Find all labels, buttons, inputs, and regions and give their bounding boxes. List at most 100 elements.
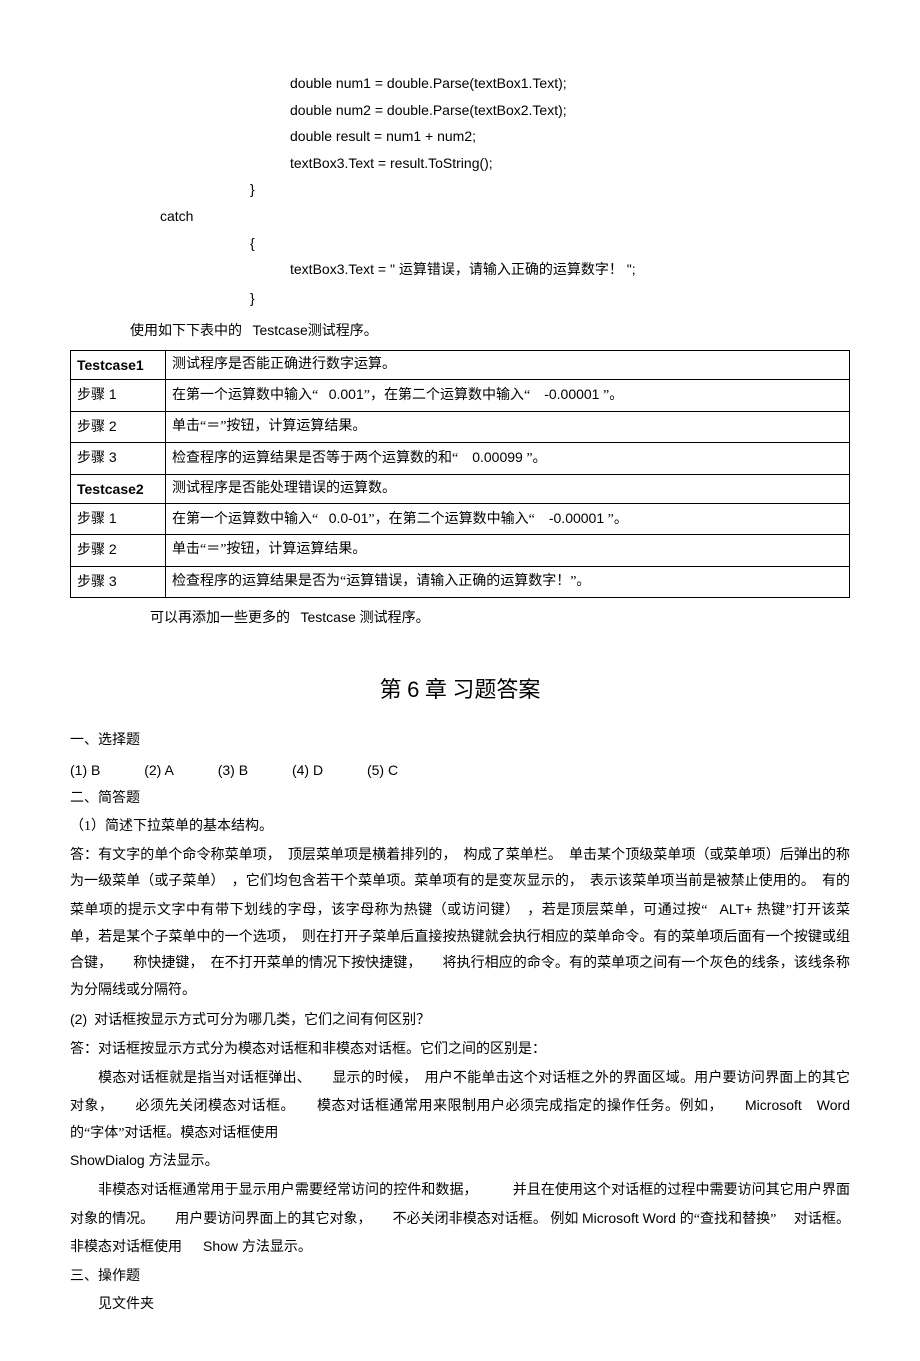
code-line: textBox3.Text = result.ToString(); — [70, 150, 850, 177]
cell-header: Testcase1 — [71, 350, 166, 379]
table-row: 步骤 3 检查程序的运算结果是否等于两个运算数的和“ 0.00099 ”。 — [71, 443, 850, 474]
cell: 单击“＝”按钮，计算运算结果。 — [166, 535, 850, 566]
answer-paragraph: 模态对话框就是指当对话框弹出、 显示的时候， 用户不能单击这个对话框之外的界面区… — [70, 1066, 850, 1176]
table-intro: 使用如下下表中的 Testcase测试程序。 — [70, 317, 850, 346]
text: 测试程序。 — [308, 324, 378, 339]
text: 步骤 — [77, 575, 105, 590]
text-en: Testcase — [253, 322, 308, 338]
cell: 步骤 2 — [71, 411, 166, 442]
text-en: ShowDialog — [70, 1152, 149, 1168]
after-table-text: 可以再添加一些更多的 Testcase 测试程序。 — [70, 604, 850, 633]
text: ”，在第二个运算数中输入“ — [368, 512, 534, 527]
table-row: 步骤 1 在第一个运算数中输入“ 0.001”，在第二个运算数中输入“ -0.0… — [71, 380, 850, 411]
text: 0.00099 — [472, 449, 523, 465]
text: 使用如下下表中的 — [130, 324, 242, 339]
cell: 测试程序是否能处理错误的运算数。 — [166, 474, 850, 503]
cell: 测试程序是否能正确进行数字运算。 — [166, 350, 850, 379]
text: 2 — [105, 418, 117, 434]
text: 1 — [105, 386, 117, 402]
answer: (2) A — [144, 757, 174, 784]
code-catch: catch — [70, 203, 850, 230]
text: 0.001 — [329, 386, 364, 402]
section-heading: 三、操作题 — [70, 1264, 850, 1291]
text: 步骤 — [77, 388, 105, 403]
text: 检查程序的运算结果是否等于两个运算数的和“ — [172, 451, 458, 466]
text-en: Show — [203, 1238, 242, 1254]
text: ”。 — [526, 451, 546, 466]
text: ”。 — [608, 512, 628, 527]
text: 1 — [105, 510, 117, 526]
code-line: double num2 = double.Parse(textBox2.Text… — [70, 97, 850, 124]
table-row: 步骤 3 检查程序的运算结果是否为“运算错误，请输入正确的运算数字！”。 — [71, 566, 850, 597]
question: （1）简述下拉菜单的基本结构。 — [70, 814, 850, 841]
cell: 单击“＝”按钮，计算运算结果。 — [166, 411, 850, 442]
text: 步骤 — [77, 420, 105, 435]
code-line: double result = num1 + num2; — [70, 123, 850, 150]
text: 0.0-01 — [329, 510, 369, 526]
answer-paragraph: 答：对话框按显示方式分为模态对话框和非模态对话框。它们之间的区别是： — [70, 1037, 850, 1064]
cell: 步骤 3 — [71, 566, 166, 597]
cell: 在第一个运算数中输入“ 0.001”，在第二个运算数中输入“ -0.00001 … — [166, 380, 850, 411]
chapter-title: 第 6 章 习题答案 — [70, 669, 850, 711]
answer-paragraph: 见文件夹 — [70, 1292, 850, 1319]
code-line: double num1 = double.Parse(textBox1.Text… — [70, 70, 850, 97]
text: 见文件夹 — [98, 1297, 154, 1312]
text: 模态对话框就是指当对话框弹出、 显示的时候， 用户不能单击这个对话框之外的界面区… — [70, 1071, 850, 1115]
text: 章 习题答案 — [419, 677, 540, 702]
text: 在第一个运算数中输入“ — [172, 388, 318, 403]
text: 对话框按显示方式可分为哪几类，它们之间有何区别？ — [87, 1013, 430, 1028]
table-row: 步骤 1 在第一个运算数中输入“ 0.0-01”，在第二个运算数中输入“ -0.… — [71, 503, 850, 534]
text: ”，在第二个运算数中输入“ — [364, 388, 530, 403]
answer: (5) C — [367, 757, 398, 784]
text: 第 — [380, 677, 408, 702]
text: 方法显示。 — [242, 1240, 312, 1255]
text: 测试程序。 — [360, 611, 430, 626]
text-en: ALT+ — [720, 901, 757, 917]
table-row: Testcase1 测试程序是否能正确进行数字运算。 — [71, 350, 850, 379]
cell: 步骤 2 — [71, 535, 166, 566]
code-line: textBox3.Text = " 运算错误，请输入正确的运算数字！ "; — [70, 256, 850, 285]
answer-paragraph: 非模态对话框通常用于显示用户需要经常访问的控件和数据， 并且在使用这个对话框的过… — [70, 1178, 850, 1262]
cell: 检查程序的运算结果是否为“运算错误，请输入正确的运算数字！”。 — [166, 566, 850, 597]
text-en: Microsoft Word — [582, 1210, 680, 1226]
code-text: textBox3.Text = " — [290, 261, 399, 277]
answer-paragraph: 答：有文字的单个命令称菜单项， 顶层菜单项是横着排列的， 构成了菜单栏。 单击某… — [70, 843, 850, 1005]
text: 步骤 — [77, 512, 105, 527]
text: Testcase — [301, 609, 360, 625]
text: 可以再添加一些更多的 — [150, 611, 290, 626]
text: -0.00001 — [544, 386, 599, 402]
question: (2) 对话框按显示方式可分为哪几类，它们之间有何区别？ — [70, 1006, 850, 1035]
text: 在第一个运算数中输入“ — [172, 512, 318, 527]
code-brace: } — [70, 176, 850, 203]
code-text: "; — [623, 261, 636, 277]
code-block: double num1 = double.Parse(textBox1.Text… — [70, 70, 850, 311]
text: 3 — [105, 449, 117, 465]
cell: 检查程序的运算结果是否等于两个运算数的和“ 0.00099 ”。 — [166, 443, 850, 474]
answer: (3) B — [218, 757, 248, 784]
table-row: 步骤 2 单击“＝”按钮，计算运算结果。 — [71, 535, 850, 566]
text: 步骤 — [77, 543, 105, 558]
cell: 步骤 3 — [71, 443, 166, 474]
answer-line: (1) B (2) A (3) B (4) D (5) C — [70, 757, 850, 784]
text: 方法显示。 — [149, 1154, 219, 1169]
text: 3 — [105, 573, 117, 589]
text: (2) — [70, 1011, 87, 1027]
text: ”。 — [603, 388, 623, 403]
table-row: Testcase2 测试程序是否能处理错误的运算数。 — [71, 474, 850, 503]
cell-header: Testcase2 — [71, 474, 166, 503]
text: 步骤 — [77, 451, 105, 466]
answer: (4) D — [292, 757, 323, 784]
testcase-table: Testcase1 测试程序是否能正确进行数字运算。 步骤 1 在第一个运算数中… — [70, 350, 850, 598]
text: 2 — [105, 541, 117, 557]
section-heading: 二、简答题 — [70, 786, 850, 813]
answer: (1) B — [70, 757, 100, 784]
cell: 在第一个运算数中输入“ 0.0-01”，在第二个运算数中输入“ -0.00001… — [166, 503, 850, 534]
text: 的“字体”对话框。模态对话框使用 — [70, 1126, 278, 1141]
table-row: 步骤 2 单击“＝”按钮，计算运算结果。 — [71, 411, 850, 442]
text-en: Microsoft Word — [745, 1097, 850, 1113]
cell: 步骤 1 — [71, 380, 166, 411]
chapter-number: 6 — [407, 677, 419, 702]
section-heading: 一、选择题 — [70, 728, 850, 755]
code-brace: { — [70, 230, 850, 257]
code-brace: } — [70, 285, 850, 312]
